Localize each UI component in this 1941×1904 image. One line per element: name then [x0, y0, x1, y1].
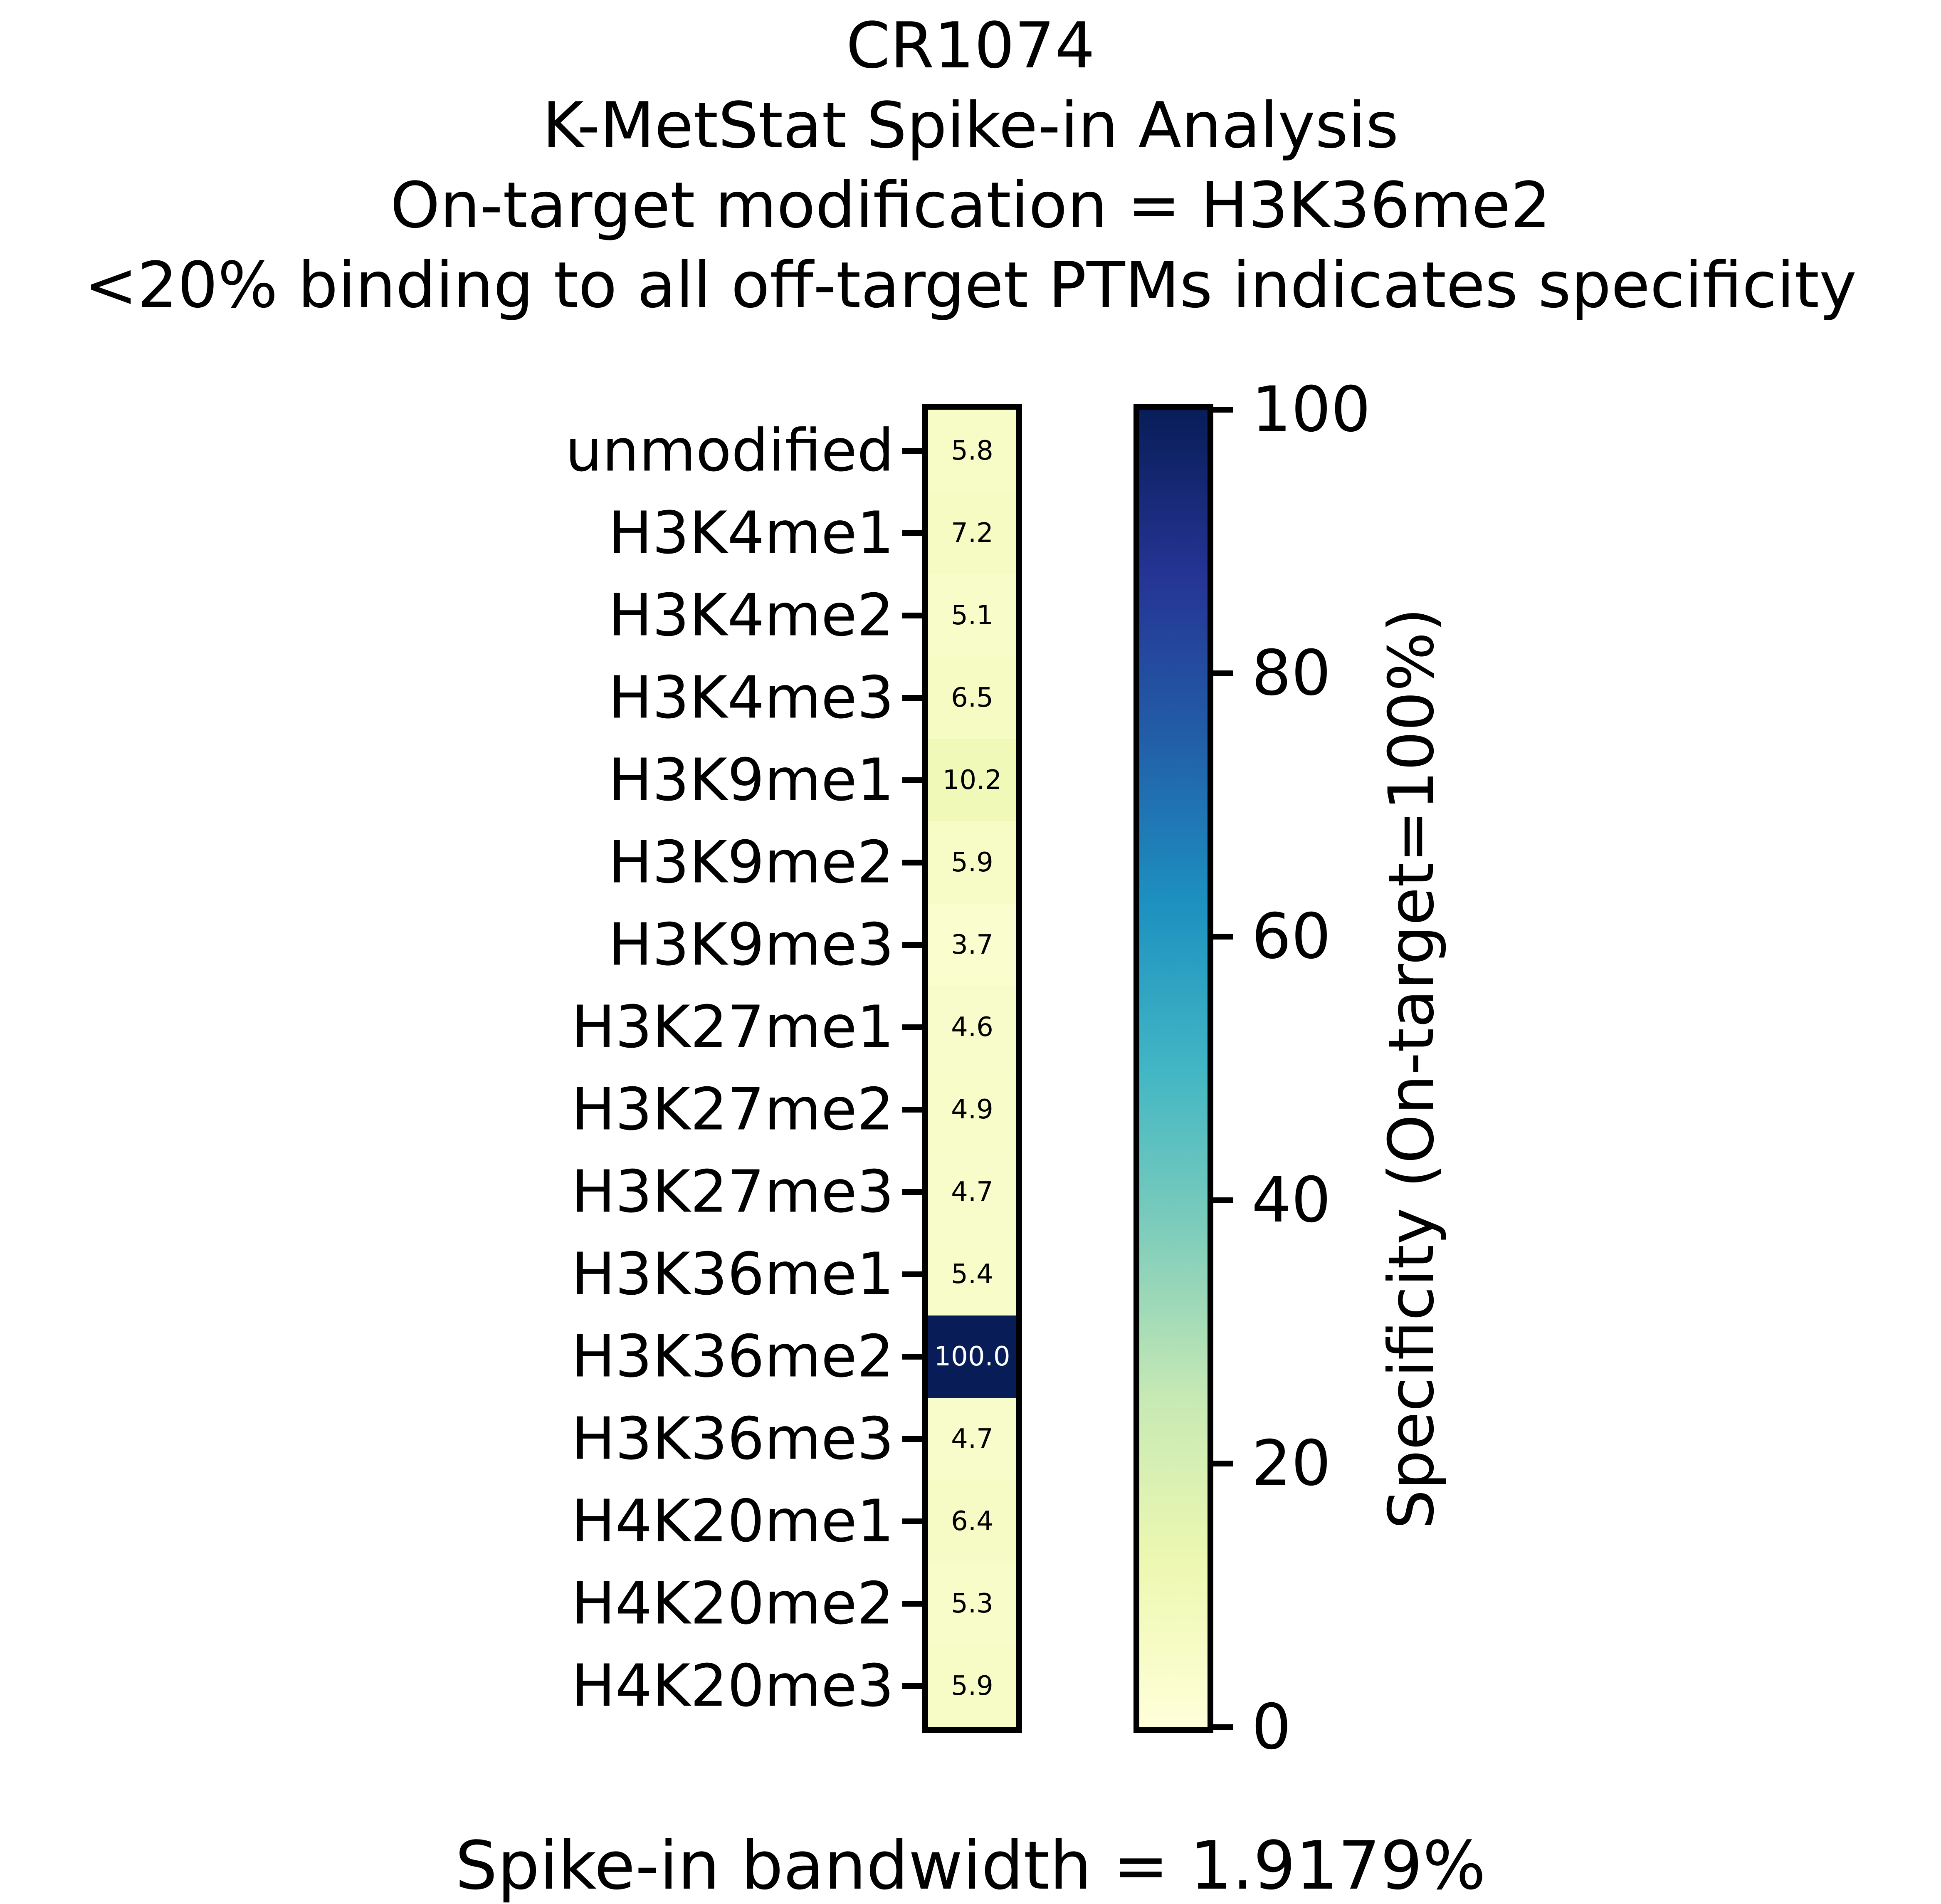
- cell-value: 5.1: [951, 600, 993, 631]
- row-label: H3K27me3: [571, 1158, 894, 1226]
- heatmap-cell: 5.9: [928, 1645, 1016, 1727]
- row-label: unmodified: [565, 417, 894, 485]
- row-label: H3K9me3: [608, 911, 894, 979]
- colorbar-label: Specificity (On-target=100%): [1375, 608, 1448, 1529]
- colorbar-tick: [1213, 670, 1233, 676]
- cell-value: 4.6: [951, 1012, 993, 1043]
- heatmap-cell: 6.4: [928, 1480, 1016, 1563]
- cell-value: 100.0: [934, 1341, 1010, 1372]
- cell-value: 5.8: [951, 435, 993, 466]
- heatmap-cell: 5.1: [928, 574, 1016, 657]
- row-tick: [902, 860, 922, 865]
- row-tick: [902, 448, 922, 454]
- heatmap-cell: 5.9: [928, 821, 1016, 904]
- heatmap-cell: 4.9: [928, 1068, 1016, 1151]
- row-label: H4K20me3: [571, 1652, 894, 1720]
- cell-value: 4.7: [951, 1177, 993, 1207]
- row-label: H3K27me1: [571, 993, 894, 1061]
- heatmap-cell: 4.6: [928, 986, 1016, 1068]
- figure-caption: Spike-in bandwidth = 1.9179%: [455, 1827, 1486, 1904]
- cell-value: 4.9: [951, 1094, 993, 1125]
- colorbar-tick: [1213, 407, 1233, 413]
- cell-value: 6.5: [951, 682, 993, 713]
- title-line-3: On-target modification = H3K36me2: [390, 168, 1551, 242]
- colorbar: [1133, 404, 1213, 1733]
- row-tick: [902, 695, 922, 701]
- colorbar-tick-label: 40: [1252, 1164, 1331, 1236]
- heatmap-cell: 5.8: [928, 410, 1016, 492]
- colorbar-tick-label: 60: [1252, 900, 1331, 973]
- row-tick: [902, 1354, 922, 1360]
- colorbar-tick-label: 20: [1252, 1427, 1331, 1500]
- cell-value: 5.4: [951, 1259, 993, 1290]
- cell-value: 5.9: [951, 847, 993, 878]
- row-label: H4K20me2: [571, 1570, 894, 1638]
- heatmap-cell: 5.4: [928, 1233, 1016, 1315]
- row-tick: [902, 1436, 922, 1442]
- heatmap-cell: 6.5: [928, 657, 1016, 739]
- row-tick: [902, 613, 922, 618]
- cell-value: 10.2: [942, 765, 1002, 796]
- title-line-4: <20% binding to all off-target PTMs indi…: [84, 248, 1857, 322]
- row-tick: [902, 530, 922, 536]
- chart-title: CR1074 K-MetStat Spike-in Analysis On-ta…: [0, 6, 1941, 325]
- heatmap-cell: 10.2: [928, 739, 1016, 821]
- row-tick: [902, 1683, 922, 1689]
- colorbar-tick-label: 0: [1252, 1691, 1292, 1763]
- row-tick: [902, 1601, 922, 1607]
- row-label: H3K9me2: [608, 828, 894, 897]
- colorbar-tick: [1213, 934, 1233, 940]
- heatmap-cells: 5.8 7.2 5.1 6.5 10.2 5.9 3.7 4.6 4.9 4.7 5.4 100.0 4…: [928, 410, 1016, 1727]
- cell-value: 6.4: [951, 1506, 993, 1537]
- title-line-2: K-MetStat Spike-in Analysis: [542, 89, 1399, 162]
- colorbar-tick: [1213, 1724, 1233, 1730]
- cell-value: 5.3: [951, 1588, 993, 1619]
- row-label: H3K4me1: [608, 499, 894, 567]
- title-line-1: CR1074: [846, 9, 1095, 82]
- row-tick: [902, 1107, 922, 1113]
- colorbar-tick-label: 100: [1252, 373, 1371, 446]
- row-label: H4K20me1: [571, 1487, 894, 1555]
- cell-value: 4.7: [951, 1424, 993, 1454]
- heatmap: 5.8 7.2 5.1 6.5 10.2 5.9 3.7 4.6 4.9 4.7 5.4 100.0 4…: [922, 404, 1022, 1733]
- row-tick: [902, 942, 922, 948]
- row-tick: [902, 1024, 922, 1030]
- row-tick: [902, 1271, 922, 1277]
- row-label: H3K4me2: [608, 581, 894, 650]
- row-tick: [902, 1189, 922, 1195]
- row-label: H3K9me1: [608, 746, 894, 814]
- heatmap-cell: 7.2: [928, 492, 1016, 574]
- row-label: H3K36me1: [571, 1240, 894, 1308]
- heatmap-cell: 5.3: [928, 1563, 1016, 1645]
- colorbar-tick-label: 80: [1252, 637, 1331, 710]
- row-label: H3K36me2: [571, 1323, 894, 1391]
- cell-value: 7.2: [951, 518, 993, 549]
- colorbar-tick: [1213, 1461, 1233, 1467]
- row-tick: [902, 777, 922, 783]
- heatmap-cell: 3.7: [928, 904, 1016, 986]
- row-label: H3K36me3: [571, 1405, 894, 1473]
- row-axis: unmodified H3K4me1 H3K4me2 H3K4me3 H3K9me1 H3…: [0, 410, 1941, 1727]
- cell-value: 3.7: [951, 930, 993, 960]
- row-label: H3K27me2: [571, 1076, 894, 1144]
- cell-value: 5.9: [951, 1671, 993, 1701]
- heatmap-cell: 100.0: [928, 1315, 1016, 1398]
- colorbar-axis: 100 80 60 40 20 0: [0, 373, 1941, 1763]
- row-label: H3K4me3: [608, 664, 894, 732]
- colorbar-gradient: [1139, 410, 1208, 1727]
- heatmap-cell: 4.7: [928, 1151, 1016, 1233]
- colorbar-tick: [1213, 1197, 1233, 1203]
- row-tick: [902, 1518, 922, 1524]
- heatmap-cell: 4.7: [928, 1398, 1016, 1480]
